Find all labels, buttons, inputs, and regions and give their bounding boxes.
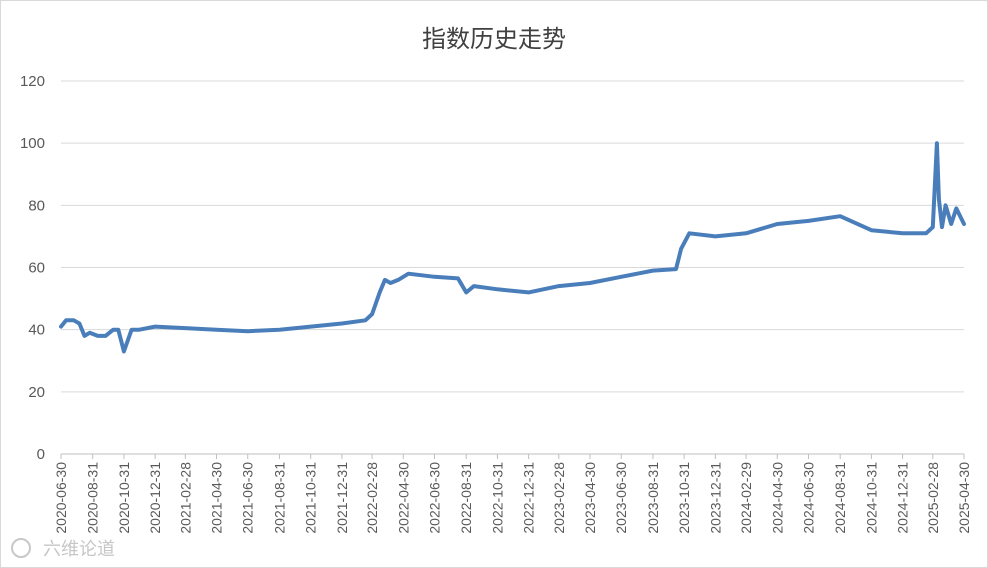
x-tick-label: 2021-04-30 — [209, 462, 225, 534]
x-tick-label: 2022-02-28 — [364, 462, 380, 534]
x-tick-label: 2023-02-28 — [551, 462, 567, 534]
x-tick-label: 2020-10-31 — [116, 462, 132, 534]
x-tick-label: 2021-10-31 — [303, 462, 319, 534]
x-tick-label: 2021-08-31 — [271, 462, 287, 534]
x-tick-label: 2024-06-30 — [800, 462, 816, 534]
x-tick-label: 2023-08-31 — [645, 462, 661, 534]
watermark-text: 六维论道 — [43, 539, 115, 560]
y-tick-label: 20 — [28, 384, 45, 401]
x-tick-label: 2020-08-31 — [85, 462, 101, 534]
x-tick-label: 2021-12-31 — [334, 462, 350, 534]
x-tick-label: 2023-04-30 — [582, 462, 598, 534]
x-tick-label: 2022-04-30 — [395, 462, 411, 534]
x-tick-label: 2025-04-30 — [956, 462, 972, 534]
x-axis-ticks: 2020-06-30 2020-08-31 2020-10-31 2020-12-31… — [53, 454, 972, 534]
x-tick-label: 2024-04-30 — [769, 462, 785, 534]
x-tick-label: 2024-12-31 — [895, 462, 911, 534]
y-tick-label: 60 — [28, 260, 45, 277]
series-line — [59, 141, 966, 354]
series-layer — [59, 141, 966, 354]
watermark-logo-icon — [11, 538, 31, 558]
y-tick-label: 100 — [20, 135, 45, 152]
x-tick-label: 2020-06-30 — [53, 462, 69, 534]
y-tick-label: 40 — [28, 322, 45, 339]
x-tick-label: 2021-02-28 — [177, 462, 193, 534]
x-tick-label: 2022-10-31 — [489, 462, 505, 534]
gridlines — [61, 80, 964, 455]
watermark: 六维论道 — [11, 538, 115, 560]
x-tick-label: 2021-06-30 — [240, 462, 256, 534]
y-tick-label: 120 — [20, 73, 45, 90]
x-tick-label: 2024-08-31 — [832, 462, 848, 534]
x-tick-label: 2022-06-30 — [426, 462, 442, 534]
x-tick-label: 2023-12-31 — [707, 462, 723, 534]
y-tick-label: 0 — [37, 446, 45, 463]
x-tick-label: 2022-12-31 — [521, 462, 537, 534]
x-tick-label: 2023-10-31 — [676, 462, 692, 534]
chart-title: 指数历史走势 — [422, 25, 566, 53]
x-tick-label: 2022-08-31 — [458, 462, 474, 534]
y-axis-ticks: 0 20 40 60 80 100 120 — [20, 73, 45, 463]
x-tick-label: 2024-02-29 — [738, 462, 754, 534]
x-tick-label: 2025-02-28 — [925, 462, 941, 534]
y-tick-label: 80 — [28, 197, 45, 214]
x-tick-label: 2024-10-31 — [863, 462, 879, 534]
x-tick-label: 2020-12-31 — [147, 462, 163, 534]
x-tick-label: 2023-06-30 — [613, 462, 629, 534]
